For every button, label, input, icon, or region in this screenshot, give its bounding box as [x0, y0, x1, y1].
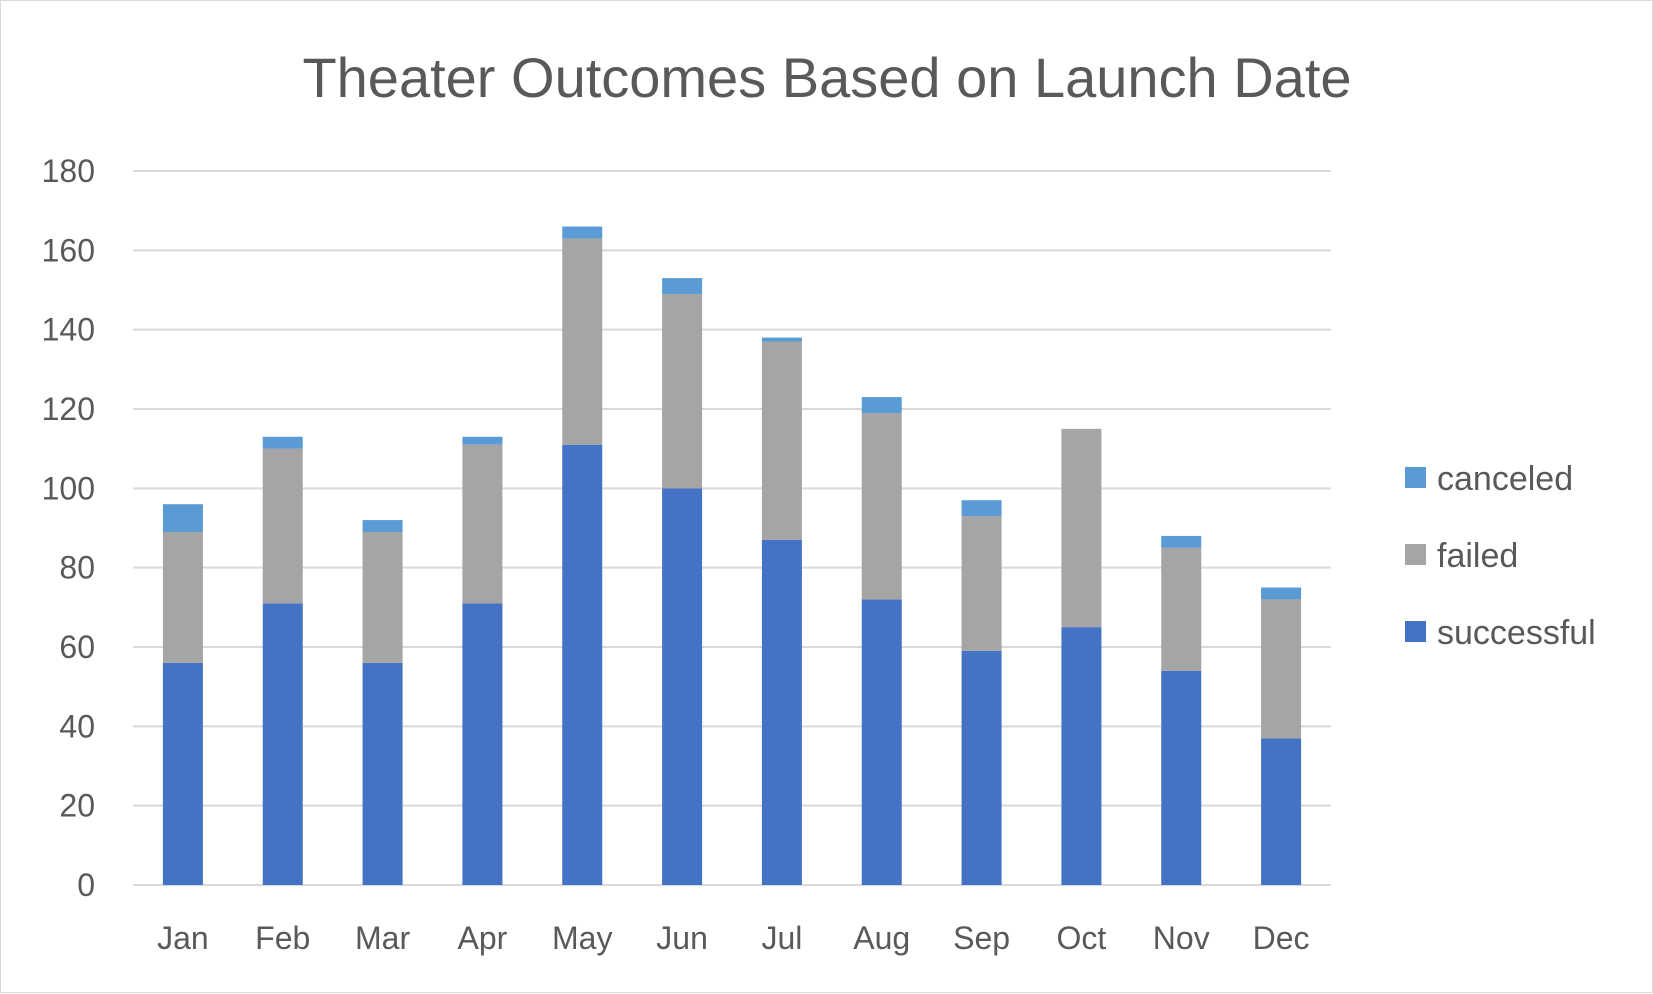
- x-tick-label: Feb: [255, 920, 310, 956]
- y-tick-label: 100: [42, 470, 95, 506]
- bar-successful-jan: [162, 662, 203, 885]
- legend-swatch-successful: [1405, 621, 1426, 642]
- bar-failed-sep: [961, 516, 1002, 651]
- x-tick-label: Jul: [761, 920, 802, 956]
- legend: canceled failed successful: [1405, 460, 1596, 652]
- bar-canceled-jun: [662, 278, 703, 294]
- bar-successful-apr: [462, 603, 503, 885]
- legend-label-canceled: canceled: [1437, 460, 1573, 498]
- x-axis-ticks: Jan Feb Mar Apr May Jun Jul Aug Sep Oct Nov Dec: [157, 920, 1309, 956]
- bar-canceled-feb: [262, 436, 303, 449]
- y-tick-label: 120: [42, 391, 95, 427]
- bar-successful-mar: [362, 662, 403, 885]
- bar-successful-dec: [1261, 738, 1302, 885]
- x-tick-label: Dec: [1253, 920, 1310, 956]
- x-tick-label: Nov: [1153, 920, 1210, 956]
- x-tick-label: Oct: [1057, 920, 1107, 956]
- bar-canceled-jan: [162, 504, 203, 532]
- bar-successful-jun: [662, 488, 703, 885]
- bar-canceled-aug: [861, 397, 902, 413]
- y-tick-label: 80: [59, 550, 95, 586]
- bar-failed-apr: [462, 444, 503, 604]
- x-tick-label: Jan: [157, 920, 209, 956]
- bar-successful-jul: [761, 539, 802, 885]
- y-tick-label: 0: [77, 867, 95, 903]
- bars: [162, 226, 1302, 885]
- y-axis-ticks: 0 20 40 60 80 100 120 140 160 180: [42, 153, 95, 903]
- y-tick-label: 60: [59, 629, 95, 665]
- bar-failed-jan: [162, 531, 203, 663]
- y-tick-label: 160: [42, 232, 95, 268]
- x-tick-label: Sep: [953, 920, 1010, 956]
- bar-failed-may: [562, 238, 603, 445]
- bar-failed-mar: [362, 531, 403, 663]
- bar-failed-oct: [1061, 428, 1102, 628]
- x-tick-label: Aug: [853, 920, 910, 956]
- legend-label-failed: failed: [1437, 537, 1518, 575]
- bar-canceled-mar: [362, 520, 403, 532]
- bar-successful-oct: [1061, 627, 1102, 885]
- x-tick-label: May: [552, 920, 612, 956]
- legend-label-successful: successful: [1437, 614, 1596, 652]
- y-tick-label: 180: [42, 153, 95, 189]
- chart-title: Theater Outcomes Based on Launch Date: [302, 46, 1351, 109]
- y-tick-label: 140: [42, 312, 95, 348]
- bar-canceled-dec: [1261, 587, 1302, 600]
- bar-canceled-nov: [1161, 535, 1202, 548]
- legend-swatch-failed: [1405, 544, 1426, 565]
- bar-successful-may: [562, 444, 603, 885]
- bar-successful-feb: [262, 603, 303, 885]
- bar-successful-aug: [861, 599, 902, 885]
- bar-successful-sep: [961, 650, 1002, 885]
- bar-canceled-apr: [462, 436, 503, 445]
- bar-failed-dec: [1261, 599, 1302, 739]
- y-tick-label: 20: [59, 788, 95, 824]
- y-tick-label: 40: [59, 708, 95, 744]
- legend-swatch-canceled: [1405, 467, 1426, 488]
- bar-failed-jun: [662, 293, 703, 489]
- bar-failed-jul: [761, 341, 802, 540]
- bar-failed-aug: [861, 412, 902, 600]
- bar-failed-feb: [262, 448, 303, 604]
- bar-successful-nov: [1161, 670, 1202, 885]
- bar-failed-nov: [1161, 547, 1202, 671]
- bar-canceled-sep: [961, 500, 1002, 517]
- x-tick-label: Mar: [355, 920, 410, 956]
- gridlines: [133, 170, 1331, 886]
- bar-canceled-may: [562, 226, 603, 239]
- x-tick-label: Jun: [656, 920, 708, 956]
- bar-canceled-jul: [761, 337, 802, 342]
- x-tick-label: Apr: [458, 920, 508, 956]
